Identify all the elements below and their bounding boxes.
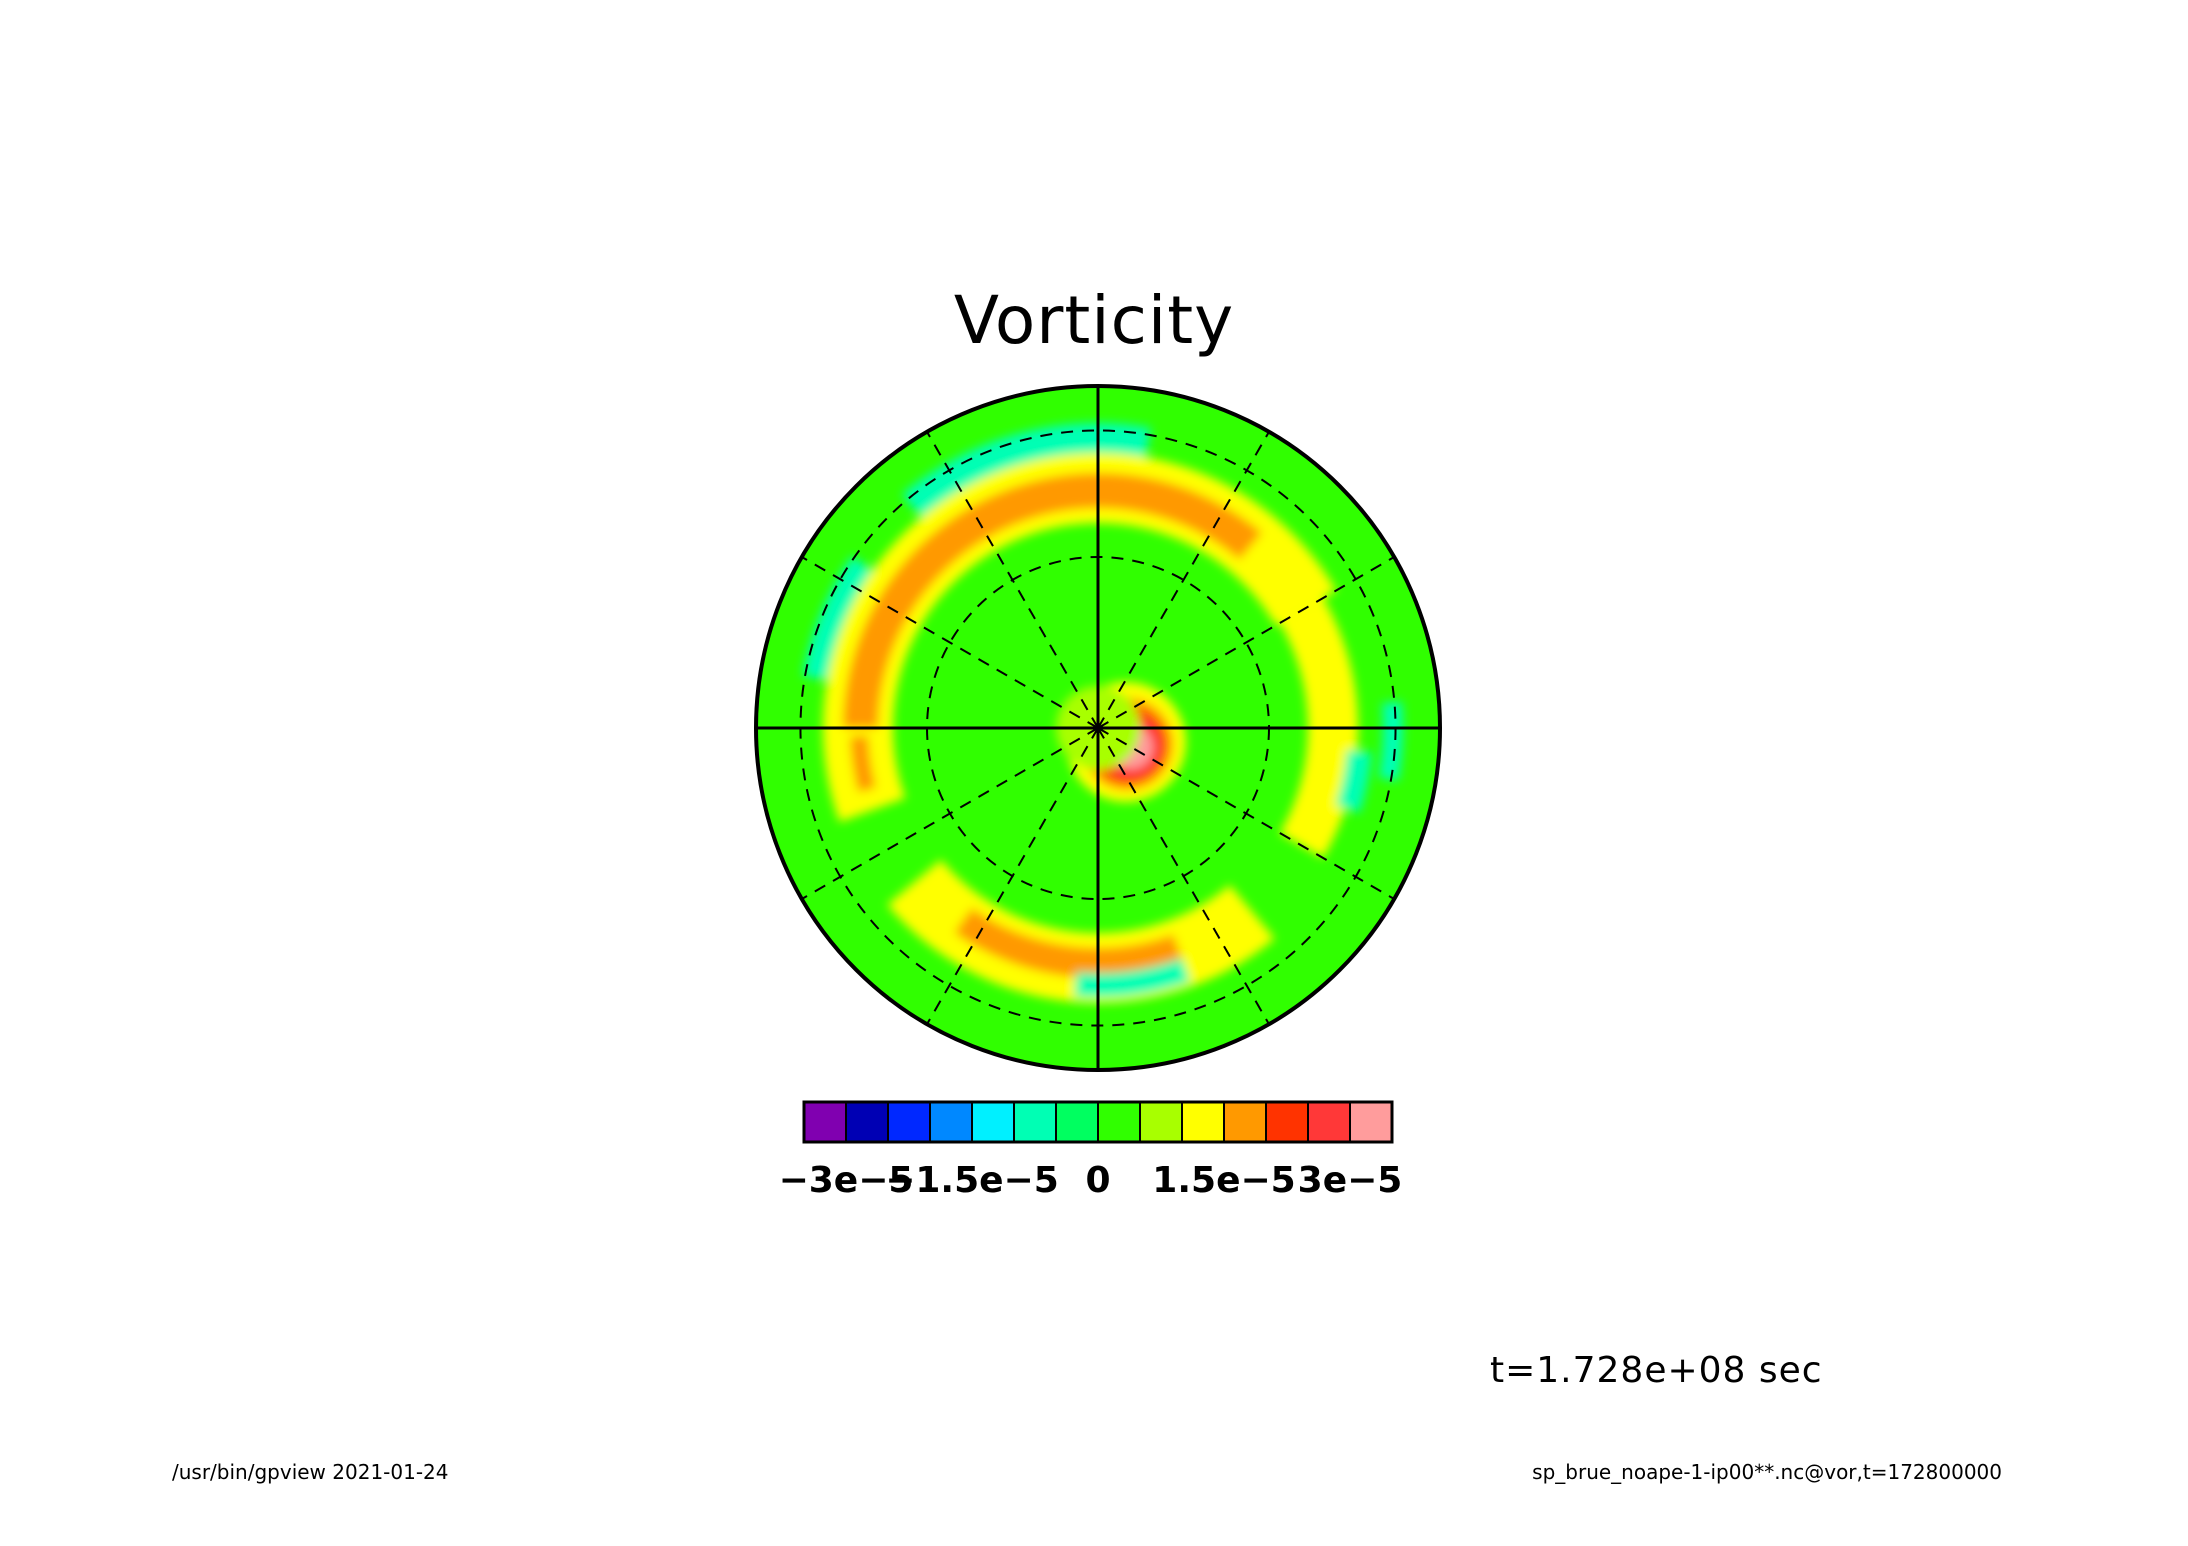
colorbar-tick-label-4: 3e−5 [1298,1160,1403,1201]
field-contour-5 [954,908,1184,979]
colorbar-box-12 [1307,1101,1351,1143]
latitude-circle-1 [926,556,1270,900]
colorbar-box-2 [887,1101,931,1143]
footer-source: sp_brue_noape-1-ip00**.nc@vor,t=17280000… [1532,1460,2002,1484]
field-contours [802,423,1403,1003]
colorbar [802,1100,1394,1144]
colorbar-box-4 [971,1101,1015,1143]
field-contour-12 [1335,749,1372,813]
colorbar-box-7 [1097,1101,1141,1143]
colorbar-tick-label-3: 1.5e−5 [1152,1160,1295,1201]
field-contour-10 [1074,958,1191,998]
field-contour-6 [850,736,876,793]
colorbar-box-13 [1349,1101,1393,1143]
colorbar-box-10 [1223,1101,1267,1143]
field-contour-11 [1378,701,1403,781]
meridian-dashed-60 [1097,556,1395,729]
colorbar-box-9 [1181,1101,1225,1143]
colorbar-box-3 [929,1101,973,1143]
map-boundary [754,384,1442,1072]
field-contour-4 [843,473,1262,728]
grid-lines [756,386,1440,1070]
meridian-dashed-300 [801,556,1099,729]
chart-title: Vorticity [953,282,1235,359]
latitude-circle-2 [799,429,1397,1027]
colorbar-tick-label-2: 0 [1085,1160,1110,1201]
colorbar-frame [802,1100,1394,1144]
meridian-dashed-30 [1097,431,1270,729]
colorbar-box-1 [845,1101,889,1143]
colorbar-box-8 [1139,1101,1183,1143]
time-label: t=1.728e+08 sec [1490,1350,1823,1391]
colorbar-tick-label-0: −3e−5 [779,1160,914,1201]
field-contour-8 [901,423,1151,518]
footer-program-date: /usr/bin/gpview 2021-01-24 [172,1460,449,1484]
colorbar-tick-label-1: −1.5e−5 [885,1160,1059,1201]
colorbar-box-0 [803,1101,847,1143]
colorbar-box-5 [1013,1101,1057,1143]
colorbar-ticks: −3e−5−1.5e−5 0 1.5e−5 3e−5 [779,1160,1403,1201]
colorbar-box-11 [1265,1101,1309,1143]
colorbar-box-6 [1055,1101,1099,1143]
